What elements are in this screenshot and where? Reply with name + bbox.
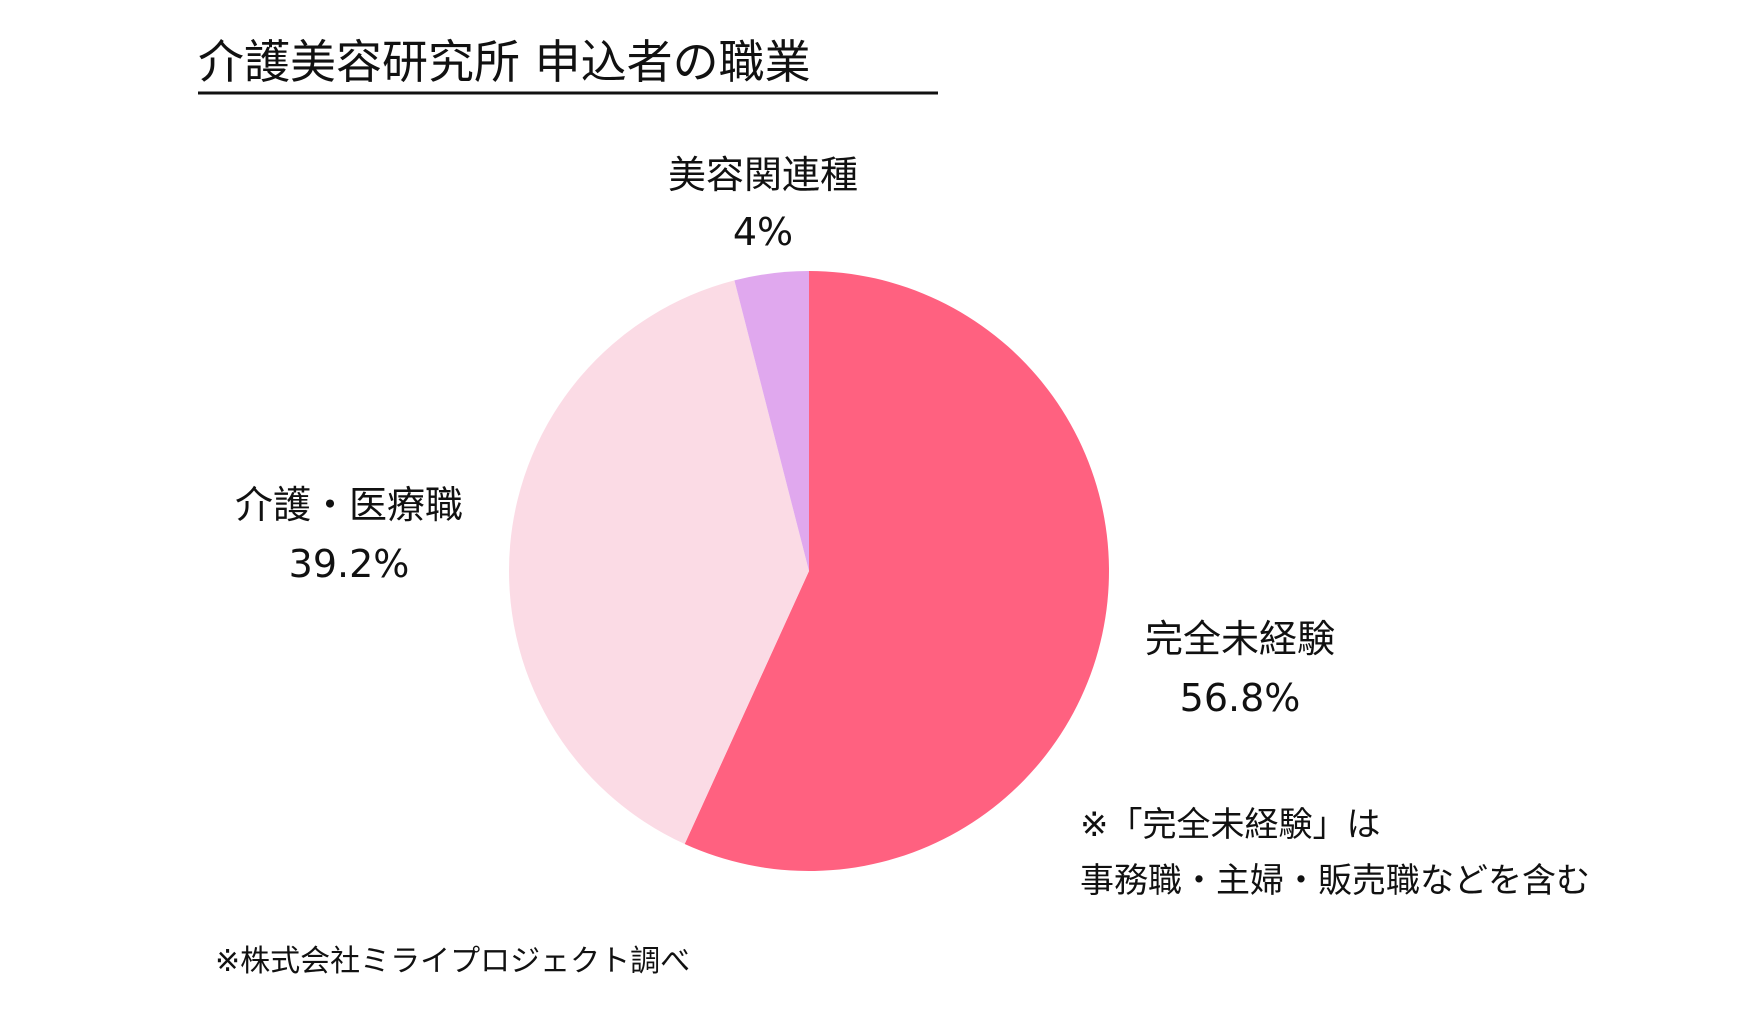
chart-title: 介護美容研究所 申込者の職業 xyxy=(198,35,811,89)
pie-slices xyxy=(509,271,1109,872)
pie-slice-biyou-kanren xyxy=(734,271,809,571)
slice-label-biyou-kanren: 美容関連種 4% xyxy=(668,153,858,254)
slice-label-value: 39.2% xyxy=(289,542,410,586)
pie-slice-kanzen-mikeiken xyxy=(684,271,1109,872)
slice-label-kaigo-iryou: 介護・医療職 39.2% xyxy=(235,483,463,586)
note-line-2: 事務職・主婦・販売職などを含む xyxy=(1080,861,1590,901)
slice-label-value: 56.8% xyxy=(1180,676,1301,720)
slice-label-name: 完全未経験 xyxy=(1145,617,1335,661)
note-line-1: ※「完全未経験」は xyxy=(1080,805,1381,845)
pie-slice-kaigo-iryou xyxy=(509,280,809,845)
source-note: ※株式会社ミライプロジェクト調べ xyxy=(215,944,690,979)
slice-label-name: 美容関連種 xyxy=(668,153,858,197)
slice-label-kanzen-mikeiken: 完全未経験 56.8% xyxy=(1145,617,1335,720)
slice-label-name: 介護・医療職 xyxy=(235,483,463,527)
slice-label-value: 4% xyxy=(733,210,793,254)
